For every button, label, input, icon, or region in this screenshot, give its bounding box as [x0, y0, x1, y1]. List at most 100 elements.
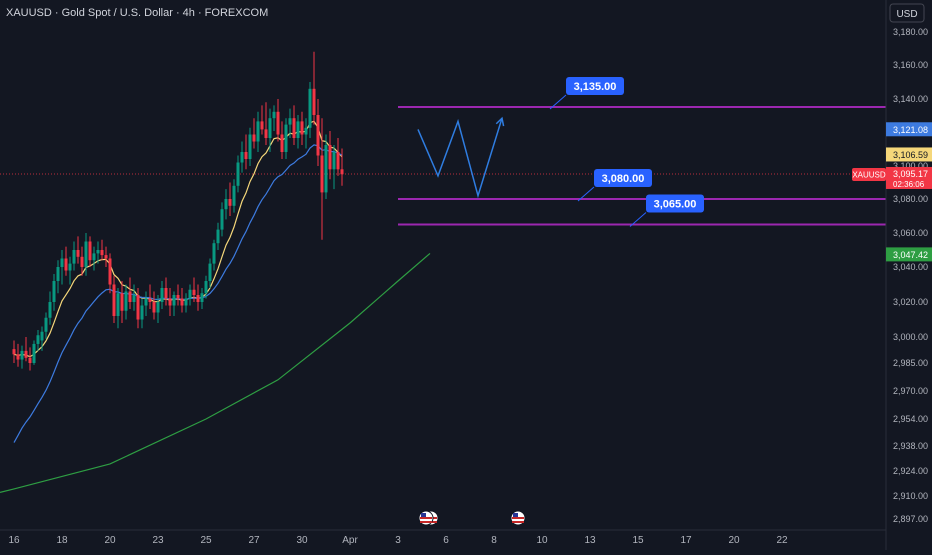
level-callout-box[interactable] — [646, 194, 704, 213]
projection-drawing[interactable] — [417, 116, 505, 199]
candle-body — [60, 258, 64, 267]
candle-body — [296, 121, 300, 138]
candle-body — [288, 118, 292, 125]
candle-body — [96, 250, 100, 254]
candle-body — [36, 335, 40, 344]
candle-body — [84, 241, 88, 267]
candle-body — [264, 129, 268, 138]
candle-body — [316, 115, 320, 156]
candle-body — [92, 253, 96, 261]
callout-pointer — [629, 212, 647, 227]
time-axis[interactable]: 16 18 20 23 25 27 30 Apr 3 6 8 10 13 15 17 20 22 — [0, 529, 886, 546]
candle-body — [244, 152, 248, 159]
time-axis-label: 23 — [152, 535, 164, 546]
candle-body — [224, 199, 228, 210]
ema-mid-price-tag[interactable] — [886, 122, 932, 137]
candle-body — [152, 302, 156, 313]
price-axis-tick: 2,938.00 — [893, 441, 928, 451]
candle-body — [68, 263, 72, 271]
candle-body — [320, 155, 324, 193]
level-callout-label: 3,135.00 — [574, 81, 617, 93]
candle-body — [212, 243, 216, 264]
candle-body — [12, 349, 16, 355]
time-axis-label: 17 — [680, 535, 692, 546]
candle-body — [268, 118, 272, 138]
candle-body — [176, 295, 180, 299]
candle-body — [276, 111, 280, 135]
us-flag-canton — [513, 513, 518, 517]
time-axis-label: 3 — [395, 535, 401, 546]
candle-body — [236, 162, 240, 186]
ema-mid-price-value: 3,121.08 — [893, 125, 928, 135]
economic-events[interactable] — [418, 510, 526, 526]
projection-path[interactable] — [417, 117, 503, 199]
ema-200-line — [0, 252, 431, 493]
level-callout-label: 3,080.00 — [602, 173, 645, 185]
candle-body — [292, 118, 296, 138]
candle-body — [124, 291, 128, 311]
candle-body — [232, 185, 236, 206]
candle-body — [32, 343, 36, 363]
candle-body — [64, 258, 68, 271]
candle-body — [220, 209, 224, 230]
time-axis-label: 8 — [491, 535, 497, 546]
projection-arrowhead — [495, 116, 505, 127]
price-axis[interactable]: 3,180.003,160.003,140.003,120.003,100.00… — [852, 0, 932, 550]
time-axis-label: 20 — [728, 535, 740, 546]
price-axis-tick: 2,985.00 — [893, 358, 928, 368]
ema-slow-price-value: 3,047.42 — [893, 250, 928, 260]
candle-body — [336, 152, 340, 170]
us-flag-stripe — [512, 521, 524, 523]
candle-body — [56, 267, 60, 281]
time-axis-label: 20 — [104, 535, 116, 546]
last-price-value: 3,095.17 — [893, 169, 928, 179]
candle-body — [328, 145, 332, 170]
candle-body — [168, 298, 172, 306]
candle-body — [44, 317, 48, 332]
price-axis-tick: 3,100.00 — [893, 161, 928, 171]
candle-body — [332, 152, 336, 170]
candle-body — [340, 169, 344, 175]
level-callout-box[interactable] — [594, 169, 652, 187]
time-axis-label: 13 — [584, 535, 596, 546]
candle-body — [192, 289, 196, 295]
ema-slow-price-tag[interactable] — [886, 247, 932, 262]
candle-body — [284, 124, 288, 152]
candle-body — [200, 293, 204, 302]
candlestick-series — [12, 51, 344, 371]
candle-body — [196, 295, 200, 302]
currency-button[interactable] — [889, 3, 925, 23]
horizontal-levels[interactable]: 3,135.00 3,080.00 3,065.00 — [398, 77, 886, 227]
candle-body — [208, 263, 212, 281]
time-axis-label: 27 — [248, 535, 260, 546]
callout-pointer — [549, 94, 567, 110]
candle-body — [204, 281, 208, 294]
candle-body — [160, 288, 164, 302]
candle-body — [188, 289, 192, 299]
candle-body — [252, 134, 256, 142]
candle-body — [304, 127, 308, 135]
candle-body — [88, 241, 92, 261]
last-price-tag[interactable] — [886, 166, 932, 189]
candle-body — [272, 111, 276, 119]
time-axis-label: 6 — [443, 535, 449, 546]
level-callout-box[interactable] — [566, 77, 624, 95]
callout-pointer — [577, 186, 595, 202]
symbol-tag[interactable] — [852, 167, 886, 181]
ema-fast-price-tag[interactable] — [886, 147, 932, 162]
level-callout-label: 3,065.00 — [654, 199, 697, 211]
candle-body — [172, 295, 176, 306]
price-axis-tick: 3,000.00 — [893, 332, 928, 342]
time-axis-label: 30 — [296, 535, 308, 546]
candle-body — [28, 357, 32, 363]
candle-body — [100, 250, 104, 256]
time-axis-label: 18 — [56, 535, 68, 546]
bar-countdown: 02:36:06 — [893, 180, 925, 189]
candle-body — [108, 258, 112, 285]
ema-fast-price-value: 3,106.59 — [893, 150, 928, 160]
us-flag-canton — [421, 513, 426, 517]
candle-body — [120, 293, 124, 311]
price-axis-tick: 3,160.00 — [893, 60, 928, 70]
